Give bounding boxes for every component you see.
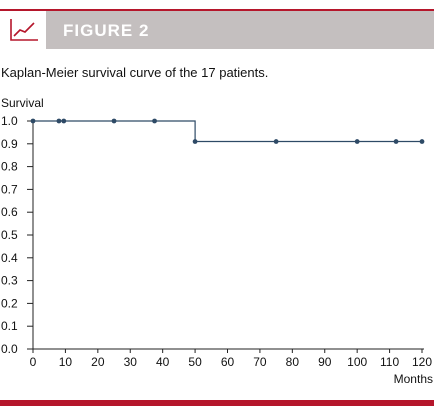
x-tick-label: 90 <box>318 355 332 369</box>
y-tick-label: 0.6 <box>1 205 18 219</box>
survival-chart: Survival Months 0.0 0.1 0.2 0.3 0.4 0.5 0.6 0.7… <box>1 96 433 386</box>
x-tick-label: 80 <box>286 355 300 369</box>
x-tick-label: 10 <box>59 355 73 369</box>
x-tick-label: 120 <box>412 355 432 369</box>
x-tick-label: 30 <box>124 355 138 369</box>
figure-label: FIGURE 2 <box>63 21 150 40</box>
x-tick-label: 50 <box>188 355 202 369</box>
y-tick-label: 0.3 <box>1 274 18 288</box>
censored-mark <box>393 139 399 144</box>
censored-mark <box>419 139 425 144</box>
y-tick-label: 1.0 <box>1 114 18 128</box>
y-tick-label: 0.2 <box>1 296 18 310</box>
y-tick-label: 0.8 <box>1 160 18 174</box>
figure-header: FIGURE 2 <box>0 11 434 49</box>
x-tick-label: 60 <box>221 355 235 369</box>
y-tick-label: 0.0 <box>1 342 18 356</box>
axes: 0.0 0.1 0.2 0.3 0.4 0.5 0.6 0.7 0.8 0.9 1.0 0 10 20 30… <box>1 114 432 369</box>
y-axis-label: Survival <box>1 96 44 110</box>
footer-rule <box>0 400 434 406</box>
survival-step-line <box>33 120 422 143</box>
y-tick-label: 0.7 <box>1 182 18 196</box>
x-tick-label: 70 <box>253 355 267 369</box>
x-tick-label: 40 <box>156 355 170 369</box>
censored-mark <box>30 118 36 124</box>
x-tick-label: 0 <box>30 355 37 369</box>
plot-area <box>30 118 425 144</box>
x-axis-label: Months <box>394 372 433 386</box>
y-tick-label: 0.1 <box>1 319 18 333</box>
y-tick-label: 0.9 <box>1 137 18 151</box>
x-tick-label: 20 <box>91 355 105 369</box>
censored-mark <box>354 139 360 144</box>
y-tick-label: 0.5 <box>1 228 18 242</box>
figure-caption: Kaplan-Meier survival curve of the 17 pa… <box>1 65 269 80</box>
x-tick-label: 100 <box>347 355 367 369</box>
censored-mark <box>61 118 67 124</box>
censored-mark <box>111 118 117 124</box>
censored-mark <box>152 118 157 124</box>
censored-mark <box>56 118 62 124</box>
x-tick-label: 110 <box>380 355 399 369</box>
header-top-rule <box>0 9 434 11</box>
line-chart-icon <box>0 11 46 49</box>
censored-mark <box>273 139 279 144</box>
censored-mark <box>192 139 198 144</box>
y-tick-label: 0.4 <box>1 251 18 265</box>
